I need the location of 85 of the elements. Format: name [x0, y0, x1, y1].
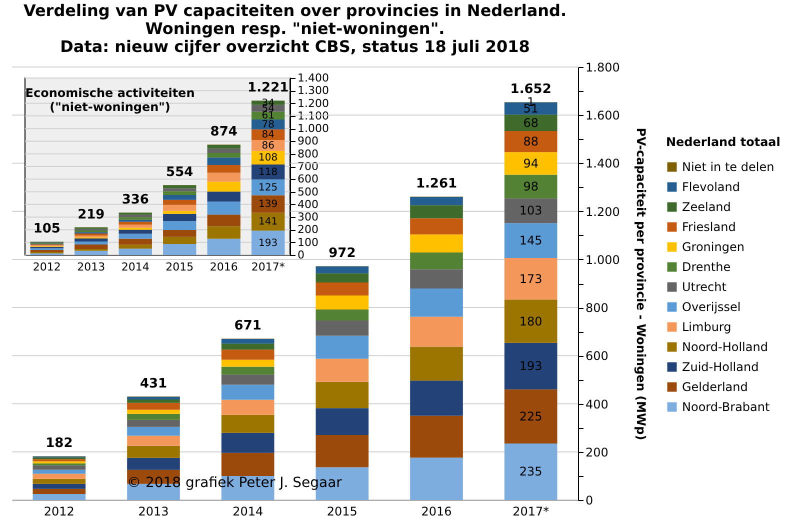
x-tick-label: 2012: [32, 260, 61, 274]
data-label: 145: [519, 234, 542, 248]
total-label: 105: [33, 222, 60, 237]
text: Economische activiteiten ("niet-woningen"): [25, 86, 195, 114]
total-label: 1.652: [510, 82, 552, 98]
data-label: 141: [258, 216, 278, 228]
total-label: 182: [46, 436, 73, 452]
y-tick-label: 100: [298, 236, 318, 249]
x-tick-label: 2016: [421, 504, 452, 518]
x-tick-label: 2017*: [512, 504, 550, 518]
data-label: 68: [523, 116, 538, 130]
data-label: 78: [262, 119, 274, 130]
y-tick-label: 1.000: [298, 122, 329, 136]
x-tick-label: 2013: [77, 260, 106, 274]
y-tick-label: 0: [298, 248, 304, 262]
data-label: 139: [258, 198, 278, 210]
chart-title: Verdeling van PV capaciteiten over provincies in Nederland. Woningen resp. "niet-woningen". Data: nieuw cijfer overzicht CBS, status 18 juli 2018: [23, 1, 567, 56]
data-label: 103: [519, 204, 542, 218]
y-tick-label: 400: [298, 198, 318, 211]
data-label: 84: [262, 130, 274, 141]
y-tick-label: 1.300: [298, 84, 329, 98]
data-label: 94: [523, 156, 538, 170]
legend-label: Groningen: [682, 240, 744, 254]
legend-label: Overijssel: [682, 300, 741, 314]
legend-label: Flevoland: [682, 180, 740, 194]
total-label: 554: [166, 164, 194, 180]
legend-label: Noord-Brabant: [682, 400, 770, 414]
data-label: 235: [519, 464, 542, 479]
y-tick-label: 1.000: [586, 252, 620, 267]
legend-label: Noord-Holland: [682, 340, 768, 354]
y-tick-label: 300: [298, 210, 318, 224]
legend-label: Drenthe: [682, 260, 731, 274]
data-label: 193: [258, 238, 278, 249]
data-label: 88: [523, 134, 538, 149]
y-tick-label: 1.400: [586, 156, 620, 171]
y-tick-label: 0: [586, 494, 594, 508]
total-label: 1.261: [416, 176, 458, 192]
y-tick-label: 1.400: [298, 72, 329, 84]
data-label: 118: [258, 166, 278, 178]
total-label: 431: [140, 376, 168, 392]
x-tick-label: 2016: [210, 260, 238, 274]
x-tick-label: 2017*: [251, 260, 286, 274]
y-tick-label: 200: [298, 223, 318, 236]
data-label: 225: [519, 409, 542, 424]
data-label: 108: [258, 152, 278, 164]
data-label: 173: [519, 272, 542, 286]
y-tick-label: 1.800: [586, 60, 620, 74]
legend-label: Limburg: [682, 320, 732, 334]
data-label: 98: [523, 180, 538, 194]
y-tick-label: 400: [586, 397, 608, 412]
x-tick-label: 2014: [121, 260, 150, 274]
y-tick-label: 500: [298, 185, 318, 198]
data-label: 86: [262, 140, 274, 152]
legend-title: Nederland totaal: [666, 135, 780, 149]
data-label: 180: [519, 314, 542, 328]
y-tick-label: 1.600: [586, 108, 620, 123]
y-tick-label: 800: [298, 147, 318, 160]
total-label: 1.221: [248, 80, 289, 96]
y-tick-label: 200: [586, 445, 608, 460]
total-label: 874: [210, 124, 238, 140]
total-label: 671: [234, 318, 262, 334]
y-axis-title: PV-capaciteit per provincie - Woningen (MWp): [634, 128, 648, 440]
y-tick-label: 600: [298, 172, 318, 186]
y-tick-label: 1.100: [298, 109, 329, 122]
y-tick-label: 900: [298, 134, 318, 148]
x-tick-label: 2014: [232, 504, 264, 518]
data-label: 193: [519, 359, 542, 374]
y-tick-label: 1.200: [298, 96, 329, 110]
x-tick-label: 2012: [44, 504, 74, 518]
x-tick-label: 2015: [326, 504, 358, 518]
y-tick-label: 1.200: [586, 204, 620, 219]
legend-label: Utrecht: [682, 280, 727, 294]
data-label: 125: [258, 182, 278, 194]
total-label: 336: [122, 192, 149, 208]
x-tick-label: 2015: [166, 260, 194, 274]
y-tick-label: 600: [586, 349, 608, 364]
x-tick-label: 2013: [138, 504, 169, 518]
total-label: 219: [78, 207, 105, 222]
legend-label: Gelderland: [682, 380, 748, 394]
legend-label: Zuid-Holland: [682, 360, 759, 374]
legend-label: Zeeland: [682, 200, 731, 214]
legend-label: Niet in te delen: [682, 160, 774, 174]
total-label: 972: [328, 246, 356, 262]
y-tick-label: 800: [586, 301, 608, 316]
legend-label: Friesland: [682, 220, 736, 234]
